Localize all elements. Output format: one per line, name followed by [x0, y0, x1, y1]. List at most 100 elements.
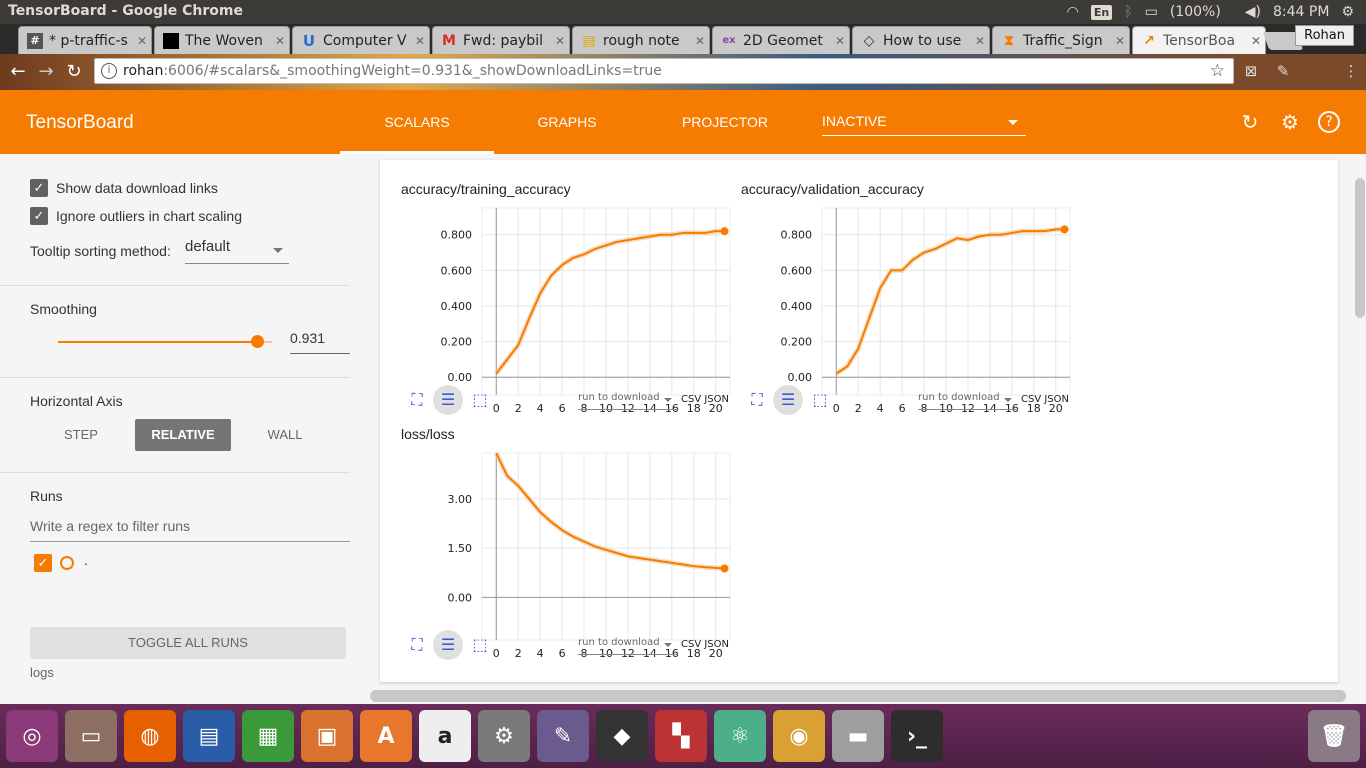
smoothing-slider-thumb[interactable]: [251, 335, 265, 348]
tab-close-icon[interactable]: ✕: [1250, 33, 1261, 48]
browser-tab[interactable]: ◇ How to use ✕: [852, 26, 990, 54]
browser-tab-active[interactable]: ↗ TensorBoa ✕: [1132, 26, 1266, 54]
profile-button[interactable]: Rohan: [1295, 25, 1354, 46]
x-tick-label: 20: [709, 402, 723, 415]
system-settings-icon[interactable]: ⚙: [478, 710, 530, 762]
tab-close-icon[interactable]: ✕: [694, 33, 705, 48]
expand-chart-icon[interactable]: ⛶: [411, 390, 423, 409]
json-link[interactable]: JSON: [704, 394, 730, 405]
software-center-icon[interactable]: A: [360, 710, 412, 762]
checkbox-checked-icon[interactable]: ✓: [30, 207, 48, 225]
tab-close-icon[interactable]: ✕: [974, 33, 985, 48]
volume-icon[interactable]: ◀): [1244, 4, 1262, 20]
refresh-icon[interactable]: ↻: [1241, 110, 1259, 134]
tab-close-icon[interactable]: ✕: [136, 33, 147, 48]
tab-close-icon[interactable]: ✕: [1114, 33, 1125, 48]
bluetooth-icon[interactable]: ᛒ: [1124, 4, 1133, 20]
loss-chart[interactable]: 0 2 4 6 8 10 12 14 16 18 20 0.00 1.50 3.00: [400, 445, 740, 665]
browser-menu-icon[interactable]: ⋮: [1343, 62, 1359, 80]
fit-domain-icon[interactable]: ⬚: [812, 390, 828, 409]
run-to-download-select[interactable]: run to download: [578, 637, 678, 655]
address-bar[interactable]: i rohan:6006/#scalars&_smoothingWeight=0…: [94, 58, 1234, 84]
toggle-log-scale-icon[interactable]: ☰: [433, 385, 463, 415]
wifi-icon[interactable]: ◠: [1066, 4, 1079, 20]
x-tick-label: 20: [1049, 402, 1063, 415]
run-to-download-select[interactable]: run to download: [578, 392, 678, 410]
toggle-log-scale-icon[interactable]: ☰: [773, 385, 803, 415]
tooltip-sorting-select[interactable]: default: [185, 238, 289, 264]
toggle-log-scale-icon[interactable]: ☰: [433, 630, 463, 660]
smoothing-value-input[interactable]: 0.931: [290, 330, 350, 354]
csv-link[interactable]: CSV: [681, 394, 702, 405]
tab-scalars[interactable]: SCALARS: [384, 114, 450, 130]
x-tick-label: 16: [665, 647, 679, 660]
tab-close-icon[interactable]: ✕: [554, 33, 565, 48]
runs-filter-input[interactable]: Write a regex to filter runs: [30, 518, 350, 542]
battery-indicator[interactable]: ▭ (100%): [1145, 4, 1233, 20]
validation-accuracy-chart[interactable]: 0 2 4 6 8 10 12 14 16 18 20 0.00 0.200 0.400 0.600 0.80…: [740, 200, 1080, 420]
firefox-app-icon[interactable]: ◍: [124, 710, 176, 762]
clock[interactable]: 8:44 PM: [1273, 4, 1330, 20]
ignore-outliers-checkbox[interactable]: ✓ Ignore outliers in chart scaling: [30, 207, 242, 225]
json-link[interactable]: JSON: [1044, 394, 1070, 405]
axis-relative-button[interactable]: RELATIVE: [135, 419, 231, 451]
inactive-plugins-dropdown[interactable]: INACTIVE: [822, 110, 1026, 136]
writer-app-icon[interactable]: ▤: [183, 710, 235, 762]
csv-link[interactable]: CSV: [1021, 394, 1042, 405]
tab-close-icon[interactable]: ✕: [414, 33, 425, 48]
terminal-app-icon[interactable]: ›_: [891, 710, 943, 762]
keyboard-layout-indicator[interactable]: En: [1090, 4, 1113, 20]
blocks-app-icon[interactable]: ▚: [655, 710, 707, 762]
files-app-icon[interactable]: ▭: [65, 710, 117, 762]
tab-graphs[interactable]: GRAPHS: [537, 114, 597, 130]
show-download-links-checkbox[interactable]: ✓ Show data download links: [30, 179, 218, 197]
axis-wall-button[interactable]: WALL: [267, 427, 303, 442]
checkbox-checked-icon[interactable]: ✓: [34, 554, 52, 572]
reload-icon[interactable]: ↻: [66, 61, 82, 82]
vertical-scrollbar[interactable]: [1355, 178, 1365, 318]
horizontal-scrollbar[interactable]: [370, 690, 1346, 702]
disk-app-icon[interactable]: ▬: [832, 710, 884, 762]
back-arrow-icon[interactable]: ←: [10, 61, 26, 82]
help-icon[interactable]: ?: [1318, 111, 1340, 133]
browser-tab[interactable]: ▤ rough note ✕: [572, 26, 710, 54]
power-gear-icon[interactable]: ⚙: [1341, 4, 1354, 20]
browser-tab[interactable]: ⧗ Traffic_Sign ✕: [992, 26, 1130, 54]
run-to-download-select[interactable]: run to download: [918, 392, 1018, 410]
forward-arrow-icon[interactable]: →: [38, 61, 54, 82]
fit-domain-icon[interactable]: ⬚: [472, 635, 488, 654]
site-info-icon[interactable]: i: [101, 63, 117, 79]
extension-icon[interactable]: ⊠: [1244, 62, 1258, 80]
tab-close-icon[interactable]: ✕: [834, 33, 845, 48]
fit-domain-icon[interactable]: ⬚: [472, 390, 488, 409]
inkscape-app-icon[interactable]: ◆: [596, 710, 648, 762]
pen-extension-icon[interactable]: ✎: [1276, 62, 1290, 80]
bookmark-star-icon[interactable]: ☆: [1209, 61, 1225, 81]
tab-projector[interactable]: PROJECTOR: [681, 114, 769, 130]
checkbox-checked-icon[interactable]: ✓: [30, 179, 48, 197]
browser-tab[interactable]: The Woven ✕: [154, 26, 290, 54]
tab-close-icon[interactable]: ✕: [274, 33, 285, 48]
impress-app-icon[interactable]: ▣: [301, 710, 353, 762]
paint-app-icon[interactable]: ✎: [537, 710, 589, 762]
calc-app-icon[interactable]: ▦: [242, 710, 294, 762]
ubuntu-dash-icon[interactable]: ◎: [6, 710, 58, 762]
expand-chart-icon[interactable]: ⛶: [411, 635, 423, 654]
training-accuracy-chart[interactable]: 0 2 4 6 8 10 12 14 16 18 20 0.00 0.200 0.400 0.600 0.80…: [400, 200, 740, 420]
run-checkbox[interactable]: ✓: [34, 554, 60, 572]
browser-tab[interactable]: M Fwd: paybil ✕: [432, 26, 570, 54]
chrome-app-icon[interactable]: ◉: [773, 710, 825, 762]
toggle-all-runs-button[interactable]: TOGGLE ALL RUNS: [30, 627, 346, 659]
trash-icon[interactable]: 🗑: [1308, 710, 1360, 762]
axis-step-button[interactable]: STEP: [64, 427, 98, 442]
json-link[interactable]: JSON: [704, 639, 730, 650]
expand-chart-icon[interactable]: ⛶: [751, 390, 763, 409]
browser-tab[interactable]: ex 2D Geomet ✕: [712, 26, 850, 54]
browser-tab[interactable]: U Computer V ✕: [292, 26, 430, 54]
amazon-app-icon[interactable]: a: [419, 710, 471, 762]
csv-link[interactable]: CSV: [681, 639, 702, 650]
browser-tab[interactable]: # * p-traffic-s ✕: [18, 26, 152, 54]
atom-app-icon[interactable]: ⚛: [714, 710, 766, 762]
section-divider: [0, 472, 350, 473]
settings-gear-icon[interactable]: ⚙: [1281, 110, 1299, 134]
